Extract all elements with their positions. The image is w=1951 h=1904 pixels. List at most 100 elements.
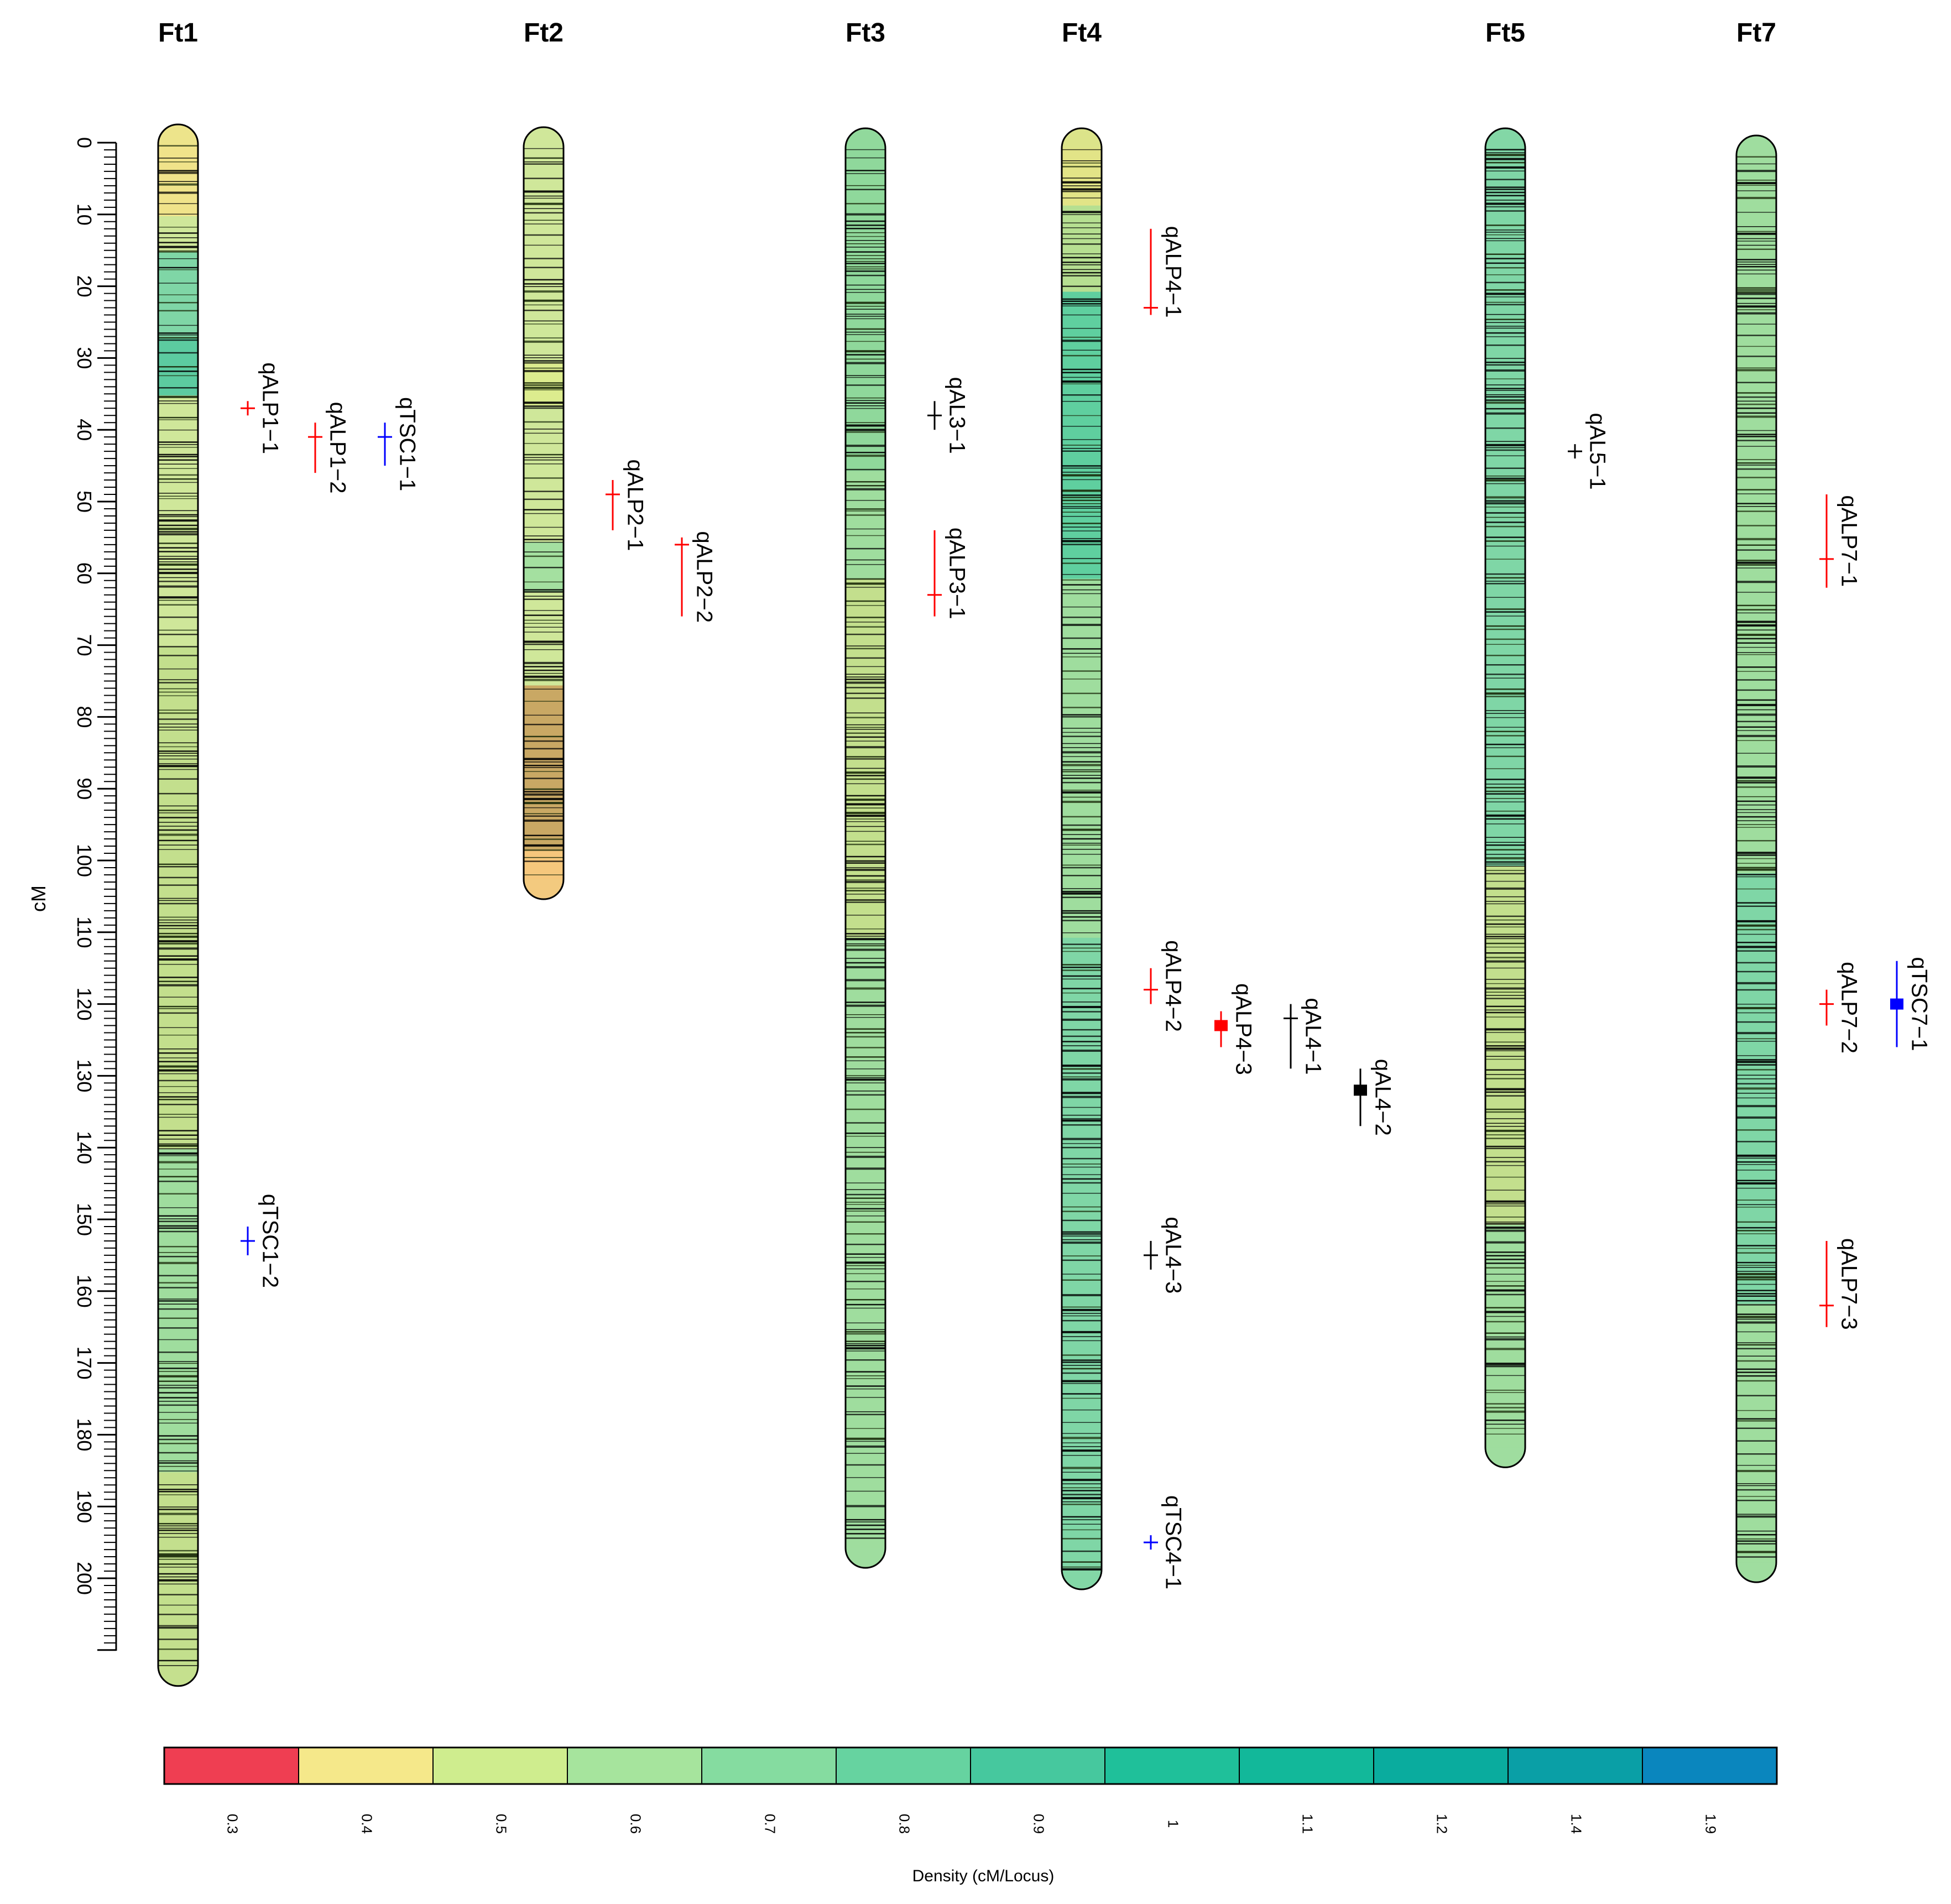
chromosome-outline <box>1484 127 1526 1468</box>
marker-loci <box>524 148 564 875</box>
qtl-label: qALP1−2 <box>325 402 349 494</box>
qtl-label: qTSC1−1 <box>395 397 419 491</box>
marker-loci <box>846 149 885 1539</box>
qtl-qalp7-3: qALP7−3 <box>1819 1238 1861 1330</box>
density-zone <box>158 144 198 216</box>
qtl-qtsc4-1: qTSC4−1 <box>1144 1495 1185 1589</box>
qtl-qal4-1: qAL4−1 <box>1284 998 1325 1075</box>
chromosome-titles: Ft1 Ft2 Ft3 Ft4 Ft5 Ft7 <box>158 18 1776 48</box>
qtl-label: qALP4−3 <box>1231 983 1255 1075</box>
qtl-label: qALP4−1 <box>1161 226 1185 318</box>
chrom-title-ft4: Ft4 <box>1062 18 1102 48</box>
chrom-title-ft7: Ft7 <box>1736 18 1776 48</box>
legend-bin <box>1239 1747 1374 1785</box>
chromosome-ft2 <box>523 126 565 900</box>
axis-tick-label: 150 <box>73 1203 96 1236</box>
legend-bin-label: 1 <box>1165 1820 1182 1828</box>
legend-bin <box>1642 1747 1777 1785</box>
chromosome-cap-top <box>1485 128 1525 148</box>
density-legend: 0.3 0.4 0.5 0.6 0.7 0.8 0.9 1 1.1 1.2 1.4 1.9 Densi… <box>163 1746 1778 1885</box>
qtl-label: qAL3−1 <box>945 377 969 454</box>
qtl-qalp1-1: qALP1−1 <box>241 362 282 454</box>
axis-tick-label: 80 <box>73 706 96 728</box>
qtl-qalp4-1: qALP4−1 <box>1144 226 1185 318</box>
density-zone <box>1062 148 1102 206</box>
chromosome-cap-bottom <box>846 1548 885 1568</box>
legend-labels: 0.3 0.4 0.5 0.6 0.7 0.8 0.9 1 1.1 1.2 1.4 1.9 <box>225 1814 1719 1834</box>
qtl-label: qALP7−2 <box>1837 962 1861 1053</box>
legend-bin-label: 1.1 <box>1300 1814 1316 1834</box>
density-zone <box>1062 578 1102 938</box>
chromosome-ft4 <box>1061 127 1103 1590</box>
qtl-qalp4-3: qALP4−3 <box>1214 983 1255 1075</box>
qtl-qalp2-2: qALP2−2 <box>675 531 716 623</box>
chromosome-cap-top <box>1062 128 1102 148</box>
qtl-label: qAL4−1 <box>1301 998 1325 1074</box>
qtl-qtsc1-2: qTSC1−2 <box>241 1194 282 1288</box>
legend-bin-label: 0.6 <box>628 1814 644 1834</box>
chromosome-cap-bottom <box>1062 1569 1102 1590</box>
qtl-peak <box>1214 1020 1228 1031</box>
legend-bin <box>1104 1747 1240 1785</box>
axis-tick-label: 200 <box>73 1562 96 1595</box>
qtl-peak <box>1890 998 1903 1010</box>
chromosome-outline <box>1061 127 1103 1590</box>
legend-bin-label: 1.2 <box>1434 1814 1451 1834</box>
legend-bin-label: 0.3 <box>225 1814 241 1834</box>
legend-color-bins <box>164 1747 1777 1785</box>
axis-tick-label: 10 <box>73 204 96 226</box>
density-zone <box>1062 937 1102 1570</box>
legend-bin-label: 0.5 <box>493 1814 510 1834</box>
legend-bin <box>970 1747 1105 1785</box>
legend-frame <box>163 1746 1778 1785</box>
chrom-title-ft5: Ft5 <box>1485 18 1525 48</box>
qtl-qalp4-2: qALP4−2 <box>1144 940 1185 1032</box>
cm-axis: 0 10 20 30 40 50 60 70 80 90 100 110 120 130 140 150 160… <box>27 137 117 1651</box>
density-zone <box>846 471 885 579</box>
chromosome-cap-top <box>1736 135 1776 155</box>
axis-tick-label: 30 <box>73 347 96 369</box>
axis-tick-label: 110 <box>73 916 96 948</box>
chromosome-cap-bottom <box>524 879 564 899</box>
axis-tick-label: 20 <box>73 275 96 298</box>
marker-loci <box>158 145 198 1666</box>
chromosome-cap-top <box>524 127 564 147</box>
axis-tick-labels: 0 10 20 30 40 50 60 70 80 90 100 110 120 130 140 150 160… <box>73 137 96 1595</box>
axis-minor-ticks <box>97 142 116 1651</box>
marker-loci <box>1062 149 1102 1571</box>
legend-bin <box>298 1747 434 1785</box>
chromosome-ft7 <box>1735 134 1777 1583</box>
density-zone <box>524 147 564 363</box>
axis-tick-label: 100 <box>73 844 96 877</box>
axis-tick-label: 90 <box>73 778 96 800</box>
legend-bin <box>701 1747 837 1785</box>
density-zone <box>1062 205 1102 292</box>
legend-bin-label: 1.4 <box>1568 1814 1585 1834</box>
legend-bin-label: 0.8 <box>896 1814 913 1834</box>
chromosome-cap-bottom <box>158 1666 198 1686</box>
qtl-qalp7-1: qALP7−1 <box>1819 494 1861 588</box>
qtl-label: qALP4−2 <box>1161 940 1185 1032</box>
qtl-label: qALP7−1 <box>1837 495 1861 587</box>
marker-loci <box>1736 156 1776 1558</box>
qtl-qalp2-1: qALP2−1 <box>606 460 647 551</box>
chrom-title-ft3: Ft3 <box>846 18 885 48</box>
qtl-qtsc7-1: qTSC7−1 <box>1890 957 1931 1051</box>
qtl-label: qALP3−1 <box>945 528 969 619</box>
legend-bin-label: 0.4 <box>359 1814 375 1834</box>
density-zone <box>1736 1303 1776 1563</box>
qtl-qtsc1-1: qTSC1−1 <box>378 397 419 491</box>
qtl-label: qTSC4−1 <box>1161 1495 1185 1589</box>
chrom-title-ft2: Ft2 <box>524 18 564 48</box>
axis-tick-label: 60 <box>73 562 96 585</box>
axis-tick-label: 130 <box>73 1059 96 1092</box>
qtl-label: qALP2−1 <box>623 460 647 551</box>
axis-tick-label: 160 <box>73 1275 96 1308</box>
chromosome-ft1 <box>157 123 199 1687</box>
legend-bin <box>836 1747 971 1785</box>
qtl-intervals: qALP1−1 qALP1−2 qTSC1−1 qTSC1−2 qALP2−1 qALP2… <box>241 226 1931 1589</box>
axis-tick-label: 70 <box>73 634 96 656</box>
axis-tick-label: 0 <box>73 137 96 148</box>
chromosome-outline <box>157 123 199 1687</box>
axis-tick-label: 170 <box>73 1347 96 1380</box>
